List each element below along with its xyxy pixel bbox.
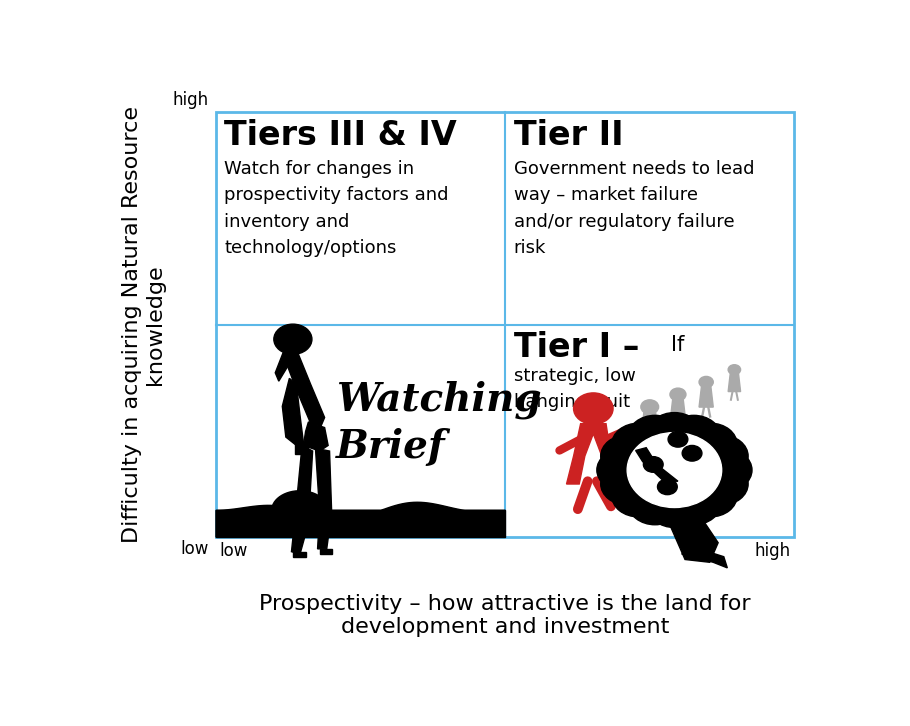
Text: strategic, low
hanging fruit: strategic, low hanging fruit xyxy=(513,367,635,411)
Circle shape xyxy=(728,364,741,375)
Circle shape xyxy=(667,482,721,525)
Circle shape xyxy=(694,462,748,505)
Circle shape xyxy=(641,400,659,414)
Text: high: high xyxy=(754,542,791,560)
Bar xyxy=(319,549,332,555)
Circle shape xyxy=(683,423,737,465)
Circle shape xyxy=(648,412,702,455)
Polygon shape xyxy=(275,349,297,381)
Circle shape xyxy=(698,449,752,492)
Circle shape xyxy=(615,423,733,517)
Circle shape xyxy=(694,435,748,478)
Text: low: low xyxy=(180,540,209,558)
Polygon shape xyxy=(303,422,329,451)
Bar xyxy=(216,113,794,537)
Polygon shape xyxy=(291,446,313,555)
Circle shape xyxy=(658,479,677,494)
Circle shape xyxy=(628,415,682,458)
Text: Tier II: Tier II xyxy=(513,119,623,152)
Bar xyxy=(295,441,308,454)
Polygon shape xyxy=(316,448,331,549)
Circle shape xyxy=(274,324,312,354)
Polygon shape xyxy=(567,424,620,484)
Text: low: low xyxy=(219,542,248,560)
Circle shape xyxy=(699,376,713,388)
Circle shape xyxy=(597,449,651,492)
Circle shape xyxy=(601,462,654,505)
Circle shape xyxy=(601,435,654,478)
Polygon shape xyxy=(286,349,325,426)
Polygon shape xyxy=(682,551,727,568)
Text: Tiers III & IV: Tiers III & IV xyxy=(225,119,457,152)
Polygon shape xyxy=(635,448,678,481)
Circle shape xyxy=(670,388,686,401)
Polygon shape xyxy=(662,507,718,563)
Circle shape xyxy=(628,482,682,525)
Bar xyxy=(293,552,306,558)
Polygon shape xyxy=(670,400,686,423)
Polygon shape xyxy=(282,378,303,446)
Text: high: high xyxy=(173,91,209,110)
Circle shape xyxy=(683,474,737,517)
Circle shape xyxy=(627,433,722,507)
Text: Watching
Brief: Watching Brief xyxy=(336,380,541,466)
Polygon shape xyxy=(641,413,659,439)
Circle shape xyxy=(668,431,688,447)
Circle shape xyxy=(643,457,663,473)
Polygon shape xyxy=(272,491,329,510)
Text: Tier I –: Tier I – xyxy=(513,331,651,364)
Circle shape xyxy=(682,446,702,461)
Text: Watch for changes in
prospectivity factors and
inventory and
technology/options: Watch for changes in prospectivity facto… xyxy=(225,160,449,257)
Polygon shape xyxy=(699,387,713,407)
Circle shape xyxy=(573,393,613,424)
Text: If: If xyxy=(671,335,684,355)
Text: Difficulty in acquiring Natural Resource
knowledge: Difficulty in acquiring Natural Resource… xyxy=(122,106,165,543)
Circle shape xyxy=(667,415,721,458)
Bar xyxy=(216,510,505,537)
Text: Prospectivity – how attractive is the land for
development and investment: Prospectivity – how attractive is the la… xyxy=(259,594,751,637)
Circle shape xyxy=(612,474,665,517)
Circle shape xyxy=(612,423,665,465)
Polygon shape xyxy=(216,502,505,537)
Polygon shape xyxy=(728,374,741,391)
Circle shape xyxy=(648,485,702,528)
Text: Government needs to lead
way – market failure
and/or regulatory failure
risk: Government needs to lead way – market fa… xyxy=(513,160,754,257)
